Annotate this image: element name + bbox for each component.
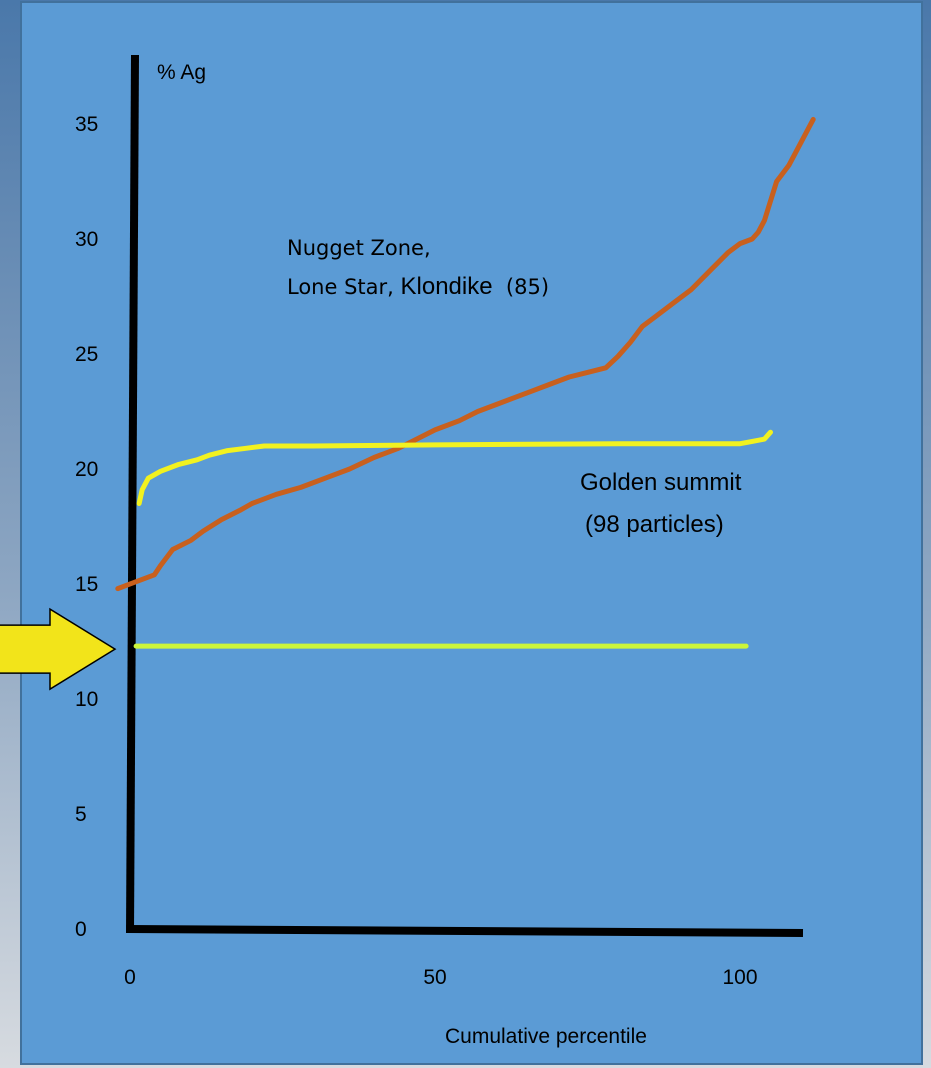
- x-axis-title: Cumulative percentile: [445, 1025, 647, 1048]
- y-tick-label: 10: [75, 688, 98, 711]
- x-tick-label: 0: [124, 966, 136, 989]
- y-axis-line: [126, 54, 139, 934]
- annotation-golden-summit: Golden summit (98 particles): [580, 469, 748, 538]
- annotation-golden-line2: (98 particles): [585, 511, 724, 538]
- series-line-1: [136, 429, 773, 506]
- annotation-nugget-count: (85): [493, 275, 549, 299]
- y-tick-label: 35: [75, 113, 98, 136]
- annotation-nugget-line1: Nugget Zone,: [287, 236, 431, 260]
- x-tick-label: 100: [722, 966, 757, 989]
- x-tick-label: 50: [423, 966, 446, 989]
- y-tick-label: 5: [75, 803, 87, 826]
- y-tick-label: 20: [75, 458, 98, 481]
- annotation-nugget-zone: Nugget Zone, Lone Star, Klondike (85): [287, 236, 549, 300]
- y-tick-label: 0: [75, 918, 87, 941]
- y-tick-label: 25: [75, 343, 98, 366]
- y-tick-label: 30: [75, 228, 98, 251]
- level-arrow: [0, 607, 117, 691]
- annotation-golden-line1: Golden summit: [580, 469, 742, 496]
- series-line-0: [115, 116, 816, 592]
- y-axis-title: % Ag: [157, 61, 206, 84]
- x-axis-line: [127, 925, 804, 937]
- y-tick-label: 15: [75, 573, 98, 596]
- annotation-nugget-line2: Lone Star,: [287, 275, 401, 299]
- annotation-nugget-klondike: Klondike: [401, 273, 493, 300]
- plot-panel: [20, 1, 923, 1065]
